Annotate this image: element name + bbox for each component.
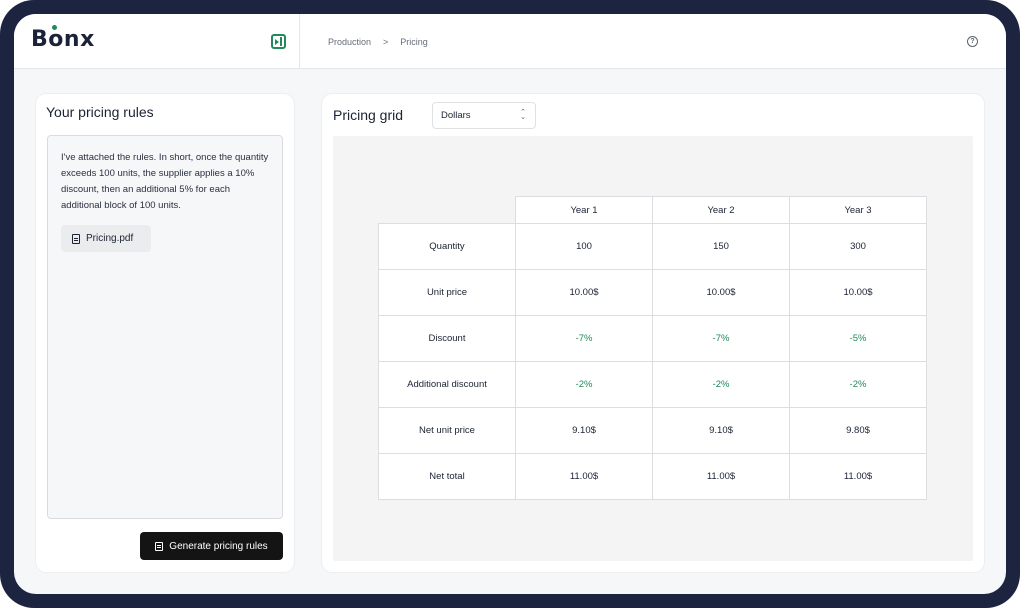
breadcrumb-item-pricing[interactable]: Pricing (400, 37, 428, 47)
help-circle-icon[interactable]: ? (967, 36, 978, 47)
table-cell[interactable]: 10.00$ (515, 269, 653, 316)
table-row: Additional discount -2% -2% -2% (378, 361, 927, 408)
currency-value: Dollars (441, 110, 471, 121)
table-row: Net unit price 9.10$ 9.10$ 9.80$ (378, 407, 927, 454)
app-window: Bonx Production > Pricing ? Your pricing… (14, 14, 1006, 594)
logo[interactable]: Bonx (31, 27, 95, 52)
pricing-grid-card: Pricing grid Dollars ⌃ ⌄ Year 1 Year 2 Ye… (322, 94, 984, 572)
table-cell[interactable]: -2% (652, 361, 790, 408)
table-corner-cell (378, 196, 516, 224)
pricing-grid-title: Pricing grid (333, 107, 404, 123)
row-label: Discount (378, 315, 516, 362)
table-row: Unit price 10.00$ 10.00$ 10.00$ (378, 269, 927, 316)
table-row: Discount -7% -7% -5% (378, 315, 927, 362)
generate-pricing-rules-button[interactable]: Generate pricing rules (140, 532, 283, 560)
row-label: Additional discount (378, 361, 516, 408)
column-header: Year 1 (515, 196, 653, 224)
table-cell[interactable]: 9.80$ (789, 407, 927, 454)
table-cell[interactable]: 11.00$ (789, 453, 927, 500)
top-bar: Bonx Production > Pricing ? (14, 14, 1006, 69)
pricing-rules-title: Your pricing rules (46, 104, 154, 120)
table-cell[interactable]: 300 (789, 223, 927, 270)
table-cell[interactable]: -5% (789, 315, 927, 362)
breadcrumb-separator-icon: > (383, 37, 389, 47)
breadcrumb-item-production[interactable]: Production (328, 37, 372, 47)
row-label: Quantity (378, 223, 516, 270)
row-label: Net total (378, 453, 516, 500)
table-cell[interactable]: -7% (652, 315, 790, 362)
table-cell[interactable]: -2% (789, 361, 927, 408)
table-cell[interactable]: 150 (652, 223, 790, 270)
table-cell[interactable]: 100 (515, 223, 653, 270)
rules-message-box: I've attached the rules. In short, once … (47, 135, 283, 519)
column-header: Year 2 (652, 196, 790, 224)
pricing-table: Year 1 Year 2 Year 3 Quantity 100 150 30… (378, 196, 927, 500)
table-cell[interactable]: 11.00$ (652, 453, 790, 500)
table-cell[interactable]: -2% (515, 361, 653, 408)
row-label: Net unit price (378, 407, 516, 454)
column-header: Year 3 (789, 196, 927, 224)
table-cell[interactable]: 11.00$ (515, 453, 653, 500)
attachment-chip[interactable]: Pricing.pdf (61, 225, 151, 252)
divider (299, 14, 300, 69)
breadcrumb: Production > Pricing (328, 37, 428, 47)
table-cell[interactable]: 9.10$ (652, 407, 790, 454)
table-row: Quantity 100 150 300 (378, 223, 927, 270)
table-cell[interactable]: 10.00$ (652, 269, 790, 316)
currency-select[interactable]: Dollars ⌃ ⌄ (432, 102, 536, 129)
rules-message-text: I've attached the rules. In short, once … (61, 152, 269, 211)
document-icon (155, 541, 164, 551)
table-cell[interactable]: -7% (515, 315, 653, 362)
file-icon (72, 233, 80, 244)
pricing-grid-area: Year 1 Year 2 Year 3 Quantity 100 150 30… (333, 136, 973, 561)
table-row: Net total 11.00$ 11.00$ 11.00$ (378, 453, 927, 500)
attachment-name: Pricing.pdf (86, 233, 134, 244)
table-cell[interactable]: 9.10$ (515, 407, 653, 454)
table-cell[interactable]: 10.00$ (789, 269, 927, 316)
chevron-up-down-icon: ⌃ ⌄ (520, 109, 526, 121)
generate-button-label: Generate pricing rules (169, 540, 268, 552)
row-label: Unit price (378, 269, 516, 316)
panel-toggle-icon[interactable] (271, 34, 286, 49)
pricing-rules-card: Your pricing rules I've attached the rul… (36, 94, 294, 572)
table-header-row: Year 1 Year 2 Year 3 (378, 196, 927, 224)
